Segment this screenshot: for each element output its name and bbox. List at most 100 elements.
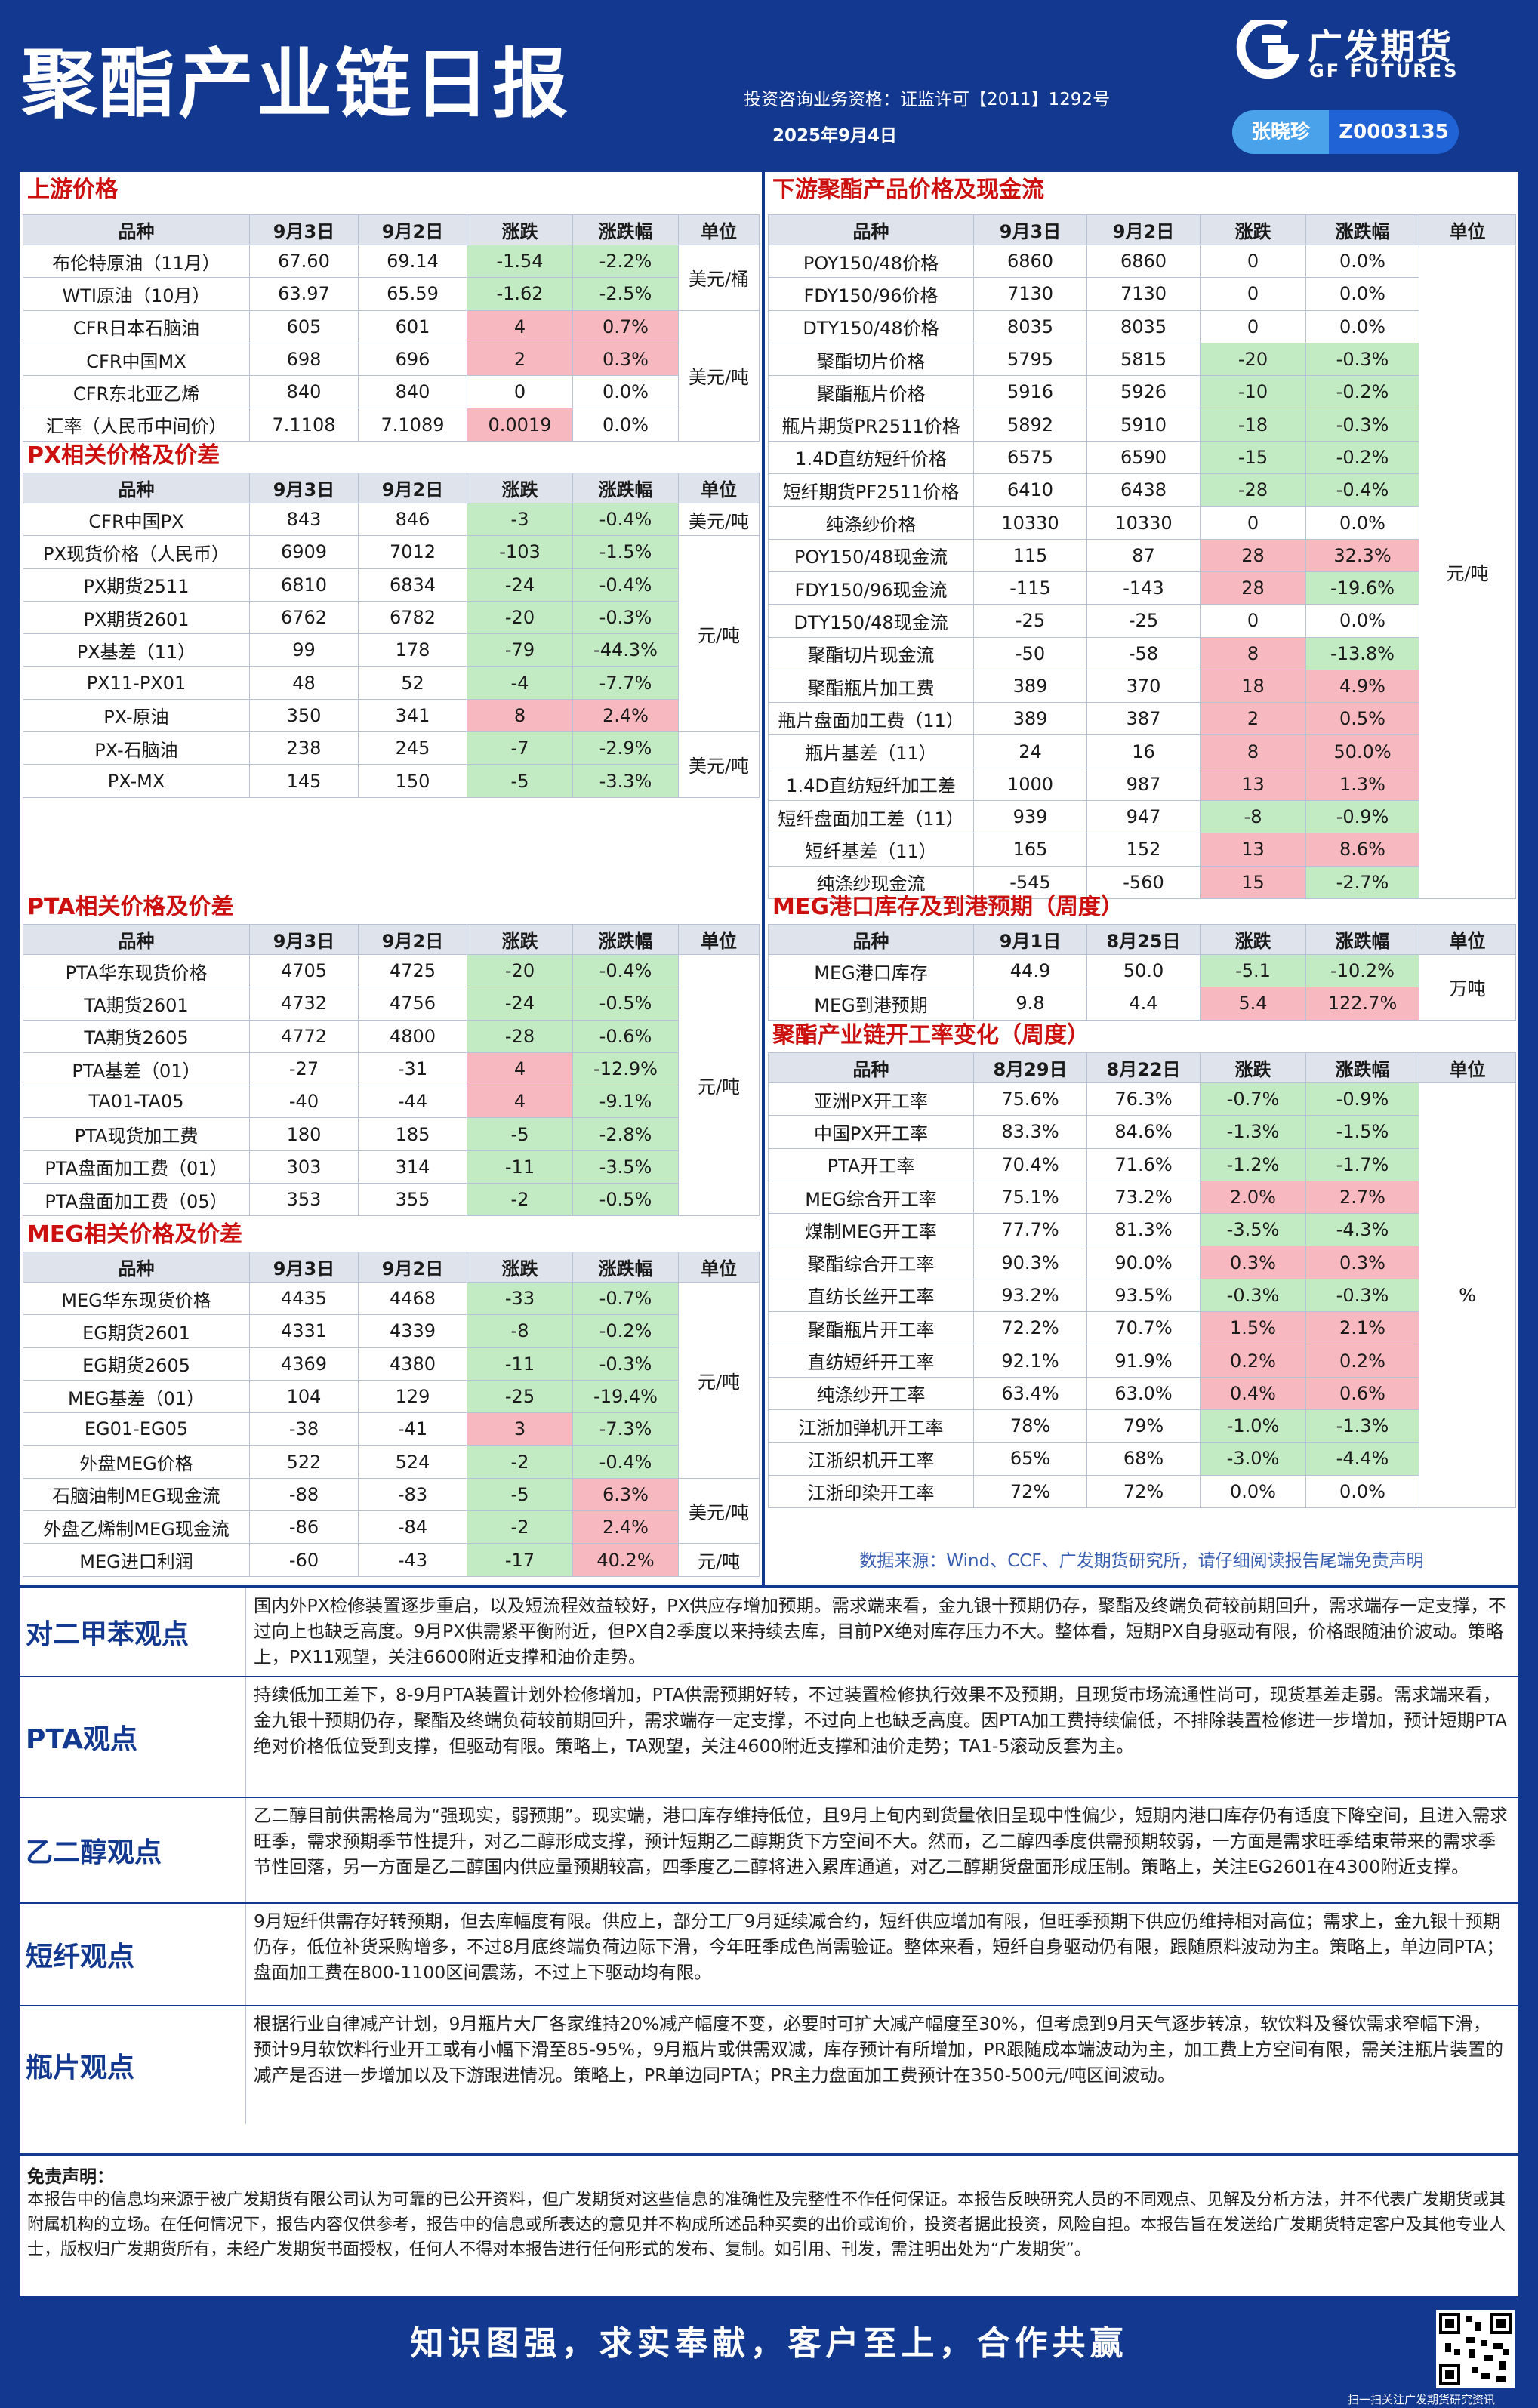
change-cell: -11: [467, 1347, 573, 1381]
current-value-cell: 77.7%: [973, 1213, 1087, 1247]
item-name-cell: PX-原油: [23, 698, 250, 733]
column-header: 单位: [1419, 924, 1516, 955]
change-cell: -2: [467, 1445, 573, 1479]
left-panel: 上游价格 品种 9月3日 9月2日 涨跌 涨跌幅 单位 布伦特原油（11月） 67.60 69.…: [20, 172, 762, 1585]
item-name-cell: MEG综合开工率: [768, 1180, 974, 1215]
table-row: CFR日本石脑油 605 601 4 0.7% 美元/吨: [23, 309, 760, 442]
change-pct-cell: -2.8%: [572, 1117, 679, 1151]
previous-value-cell: 93.5%: [1086, 1278, 1201, 1313]
column-header: 8月29日: [973, 1052, 1087, 1083]
item-name-cell: 石脑油制MEG现金流: [23, 1477, 250, 1512]
change-cell: 4: [467, 1085, 573, 1119]
change-cell: -4: [467, 666, 573, 700]
column-header: 品种: [23, 473, 250, 503]
logo-english-text: GF FUTURES: [1309, 60, 1459, 82]
report-footer: 知识图强，求实奉献，客户至上，合作共赢 扫一扫关注广发期货研究资讯: [0, 2299, 1538, 2408]
change-pct-cell: 0.0%: [1305, 244, 1419, 279]
current-value-cell: 75.1%: [973, 1180, 1087, 1215]
column-header: 品种: [23, 1252, 250, 1283]
previous-value-cell: 6782: [358, 600, 467, 635]
change-pct-cell: -13.8%: [1305, 636, 1419, 670]
item-name-cell: TA01-TA05: [23, 1085, 250, 1119]
current-value-cell: 165: [973, 833, 1087, 867]
change-pct-cell: 2.4%: [572, 698, 679, 733]
change-cell: 13: [1200, 767, 1306, 802]
current-value-cell: 48: [249, 666, 359, 700]
current-value-cell: 389: [973, 702, 1087, 736]
previous-value-cell: 16: [1086, 734, 1201, 768]
previous-value-cell: 7012: [358, 535, 467, 569]
previous-value-cell: 245: [358, 731, 467, 765]
change-cell: -5: [467, 1117, 573, 1151]
table-row: POY150/48价格 6860 6860 0 0.0% 元/吨: [768, 244, 1516, 899]
previous-value-cell: 150: [358, 764, 467, 798]
item-name-cell: CFR中国PX: [23, 502, 250, 537]
previous-value-cell: 840: [358, 375, 467, 409]
item-name-cell: 聚酯综合开工率: [768, 1246, 974, 1279]
column-header: 8月22日: [1086, 1052, 1201, 1083]
table-row: 聚酯瓶片开工率 72.2% 70.7% 1.5% 2.1%: [768, 1311, 1516, 1345]
change-pct-cell: -0.3%: [572, 1347, 679, 1381]
change-cell: 0: [1200, 277, 1306, 311]
previous-value-cell: 7130: [1086, 277, 1201, 311]
previous-value-cell: 5910: [1086, 408, 1201, 442]
change-cell: -1.54: [467, 244, 573, 279]
change-pct-cell: 32.3%: [1305, 538, 1419, 572]
current-value-cell: 99: [249, 633, 359, 667]
item-name-cell: 江浙织机开工率: [768, 1442, 974, 1476]
change-pct-cell: 40.2%: [572, 1543, 679, 1577]
previous-value-cell: 4756: [358, 987, 467, 1021]
change-cell: -1.3%: [1200, 1115, 1306, 1149]
item-name-cell: 纯涤纱开工率: [768, 1376, 974, 1410]
change-pct-cell: 0.2%: [1305, 1344, 1419, 1378]
column-header: 涨跌: [467, 924, 573, 955]
item-name-cell: PTA基差（01）: [23, 1052, 250, 1086]
change-cell: -3.5%: [1200, 1213, 1306, 1247]
previous-value-cell: 129: [358, 1379, 467, 1414]
current-value-cell: 6810: [249, 568, 359, 602]
previous-value-cell: 6834: [358, 568, 467, 602]
column-header: 品种: [768, 1052, 974, 1083]
current-value-cell: 4369: [249, 1347, 359, 1381]
table-row: 聚酯综合开工率 90.3% 90.0% 0.3% 0.3%: [768, 1246, 1516, 1279]
current-value-cell: 78%: [973, 1409, 1087, 1443]
previous-value-cell: 52: [358, 666, 467, 700]
change-pct-cell: 0.5%: [1305, 702, 1419, 736]
column-header: 9月2日: [1086, 214, 1201, 245]
item-name-cell: PTA开工率: [768, 1147, 974, 1181]
data-source-note: 数据来源：Wind、CCF、广发期货研究所，请仔细阅读报告尾端免责声明: [859, 1551, 1424, 1571]
previous-value-cell: 90.0%: [1086, 1246, 1201, 1279]
column-header: 涨跌: [1200, 924, 1306, 955]
change-cell: -1.62: [467, 277, 573, 311]
current-value-cell: 104: [249, 1379, 359, 1414]
table-row: 短纤基差（11） 165 152 13 8.6%: [768, 833, 1516, 867]
table-row: POY150/48现金流 115 87 28 32.3%: [768, 538, 1516, 572]
item-name-cell: MEG华东现货价格: [23, 1281, 250, 1316]
operating-section-title: 聚酯产业链开工率变化（周度）: [772, 1022, 1090, 1048]
change-pct-cell: -4.3%: [1305, 1213, 1419, 1247]
column-header: 涨跌: [467, 214, 573, 245]
table-row: EG01-EG05 -38 -41 3 -7.3%: [23, 1412, 760, 1446]
change-pct-cell: -0.3%: [1305, 408, 1419, 442]
current-value-cell: 115: [973, 538, 1087, 572]
meg-section-title: MEG相关价格及价差: [27, 1221, 242, 1248]
change-pct-cell: 0.0%: [1305, 309, 1419, 343]
change-cell: 0: [1200, 244, 1306, 279]
current-value-cell: 1000: [973, 767, 1087, 802]
change-pct-cell: -0.9%: [1305, 1082, 1419, 1116]
current-value-cell: 4772: [249, 1019, 359, 1053]
item-name-cell: 江浙加弹机开工率: [768, 1409, 974, 1443]
item-name-cell: 瓶片盘面加工费（11）: [768, 702, 974, 736]
current-value-cell: -27: [249, 1052, 359, 1086]
table-row: CFR东北亚乙烯 840 840 0 0.0%: [23, 375, 760, 409]
item-name-cell: POY150/48价格: [768, 244, 974, 279]
previous-value-cell: 65.59: [358, 277, 467, 311]
item-name-cell: 布伦特原油（11月）: [23, 244, 250, 279]
change-cell: 0: [467, 375, 573, 409]
item-name-cell: 瓶片基差（11）: [768, 734, 974, 768]
table-row: MEG港口库存 44.9 50.0 -5.1 -10.2% 万吨: [768, 953, 1516, 1021]
change-cell: -5.1: [1200, 953, 1306, 988]
change-cell: -7: [467, 731, 573, 765]
item-name-cell: 聚酯瓶片加工费: [768, 669, 974, 704]
item-name-cell: PX11-PX01: [23, 666, 250, 700]
